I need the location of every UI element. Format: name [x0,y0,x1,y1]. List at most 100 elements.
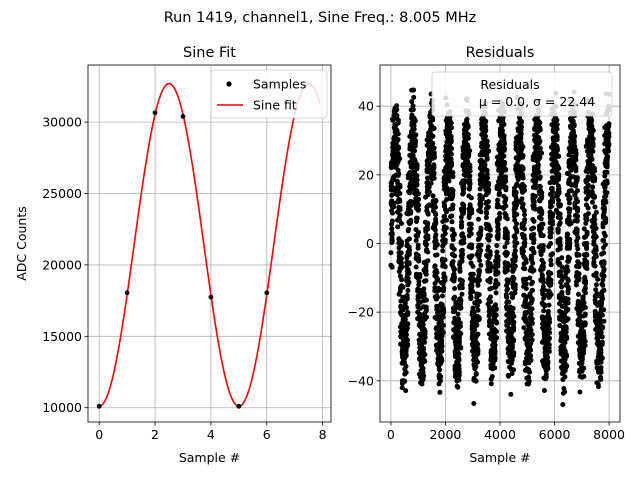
residual-point [500,128,505,133]
residual-point [540,221,546,227]
residual-point [500,115,506,121]
residual-point [414,162,420,168]
residual-point [520,175,526,181]
residual-point [398,298,404,304]
residual-point [593,225,599,231]
residual-point [511,350,517,356]
residual-point [585,205,591,211]
residual-point [403,388,409,394]
residual-point [581,374,587,379]
residual-point [510,306,516,311]
residual-point [469,253,475,259]
residuals-ticks: 0 2000 4000 6000 8000 −40 −20 0 20 40 [348,99,625,442]
residual-point [417,272,423,277]
residual-point [526,378,532,384]
residual-point [478,202,484,207]
residual-point [497,214,503,220]
x-tick-label: 8 [319,427,327,442]
residual-point [452,286,458,291]
residual-point [465,135,471,141]
residual-point [459,285,465,291]
residual-point [549,188,555,194]
residual-point [424,242,430,248]
residual-point [504,250,510,256]
residual-point [428,180,434,186]
residual-point [459,291,465,297]
residual-point [452,274,457,280]
residual-point [410,103,416,109]
residual-point [470,271,476,277]
x-tick-label: 8000 [593,427,625,442]
residual-point [522,240,528,246]
residual-point [468,221,474,227]
residual-point [475,341,481,347]
residual-point [406,270,412,276]
residual-point [494,243,500,249]
residual-point [540,243,546,249]
residual-point [431,165,437,171]
residual-point [486,187,492,193]
residual-point [403,370,409,375]
residual-point [475,331,481,337]
residual-point [458,298,464,304]
residual-point [508,391,514,397]
residual-point [467,181,473,186]
residual-point [583,290,588,296]
residual-point [531,267,537,273]
residual-point [470,263,476,269]
residual-point [606,121,612,127]
residual-point [601,250,607,256]
residual-point [390,210,395,216]
residual-point [435,294,440,300]
residual-point [581,347,587,353]
residual-point [592,221,598,227]
residual-point [528,327,534,333]
residual-point [414,215,420,221]
residual-point [425,226,431,232]
residual-point [505,286,511,292]
residual-point [414,233,420,239]
residual-point [565,286,571,292]
residual-point [576,291,581,297]
residual-point [575,206,581,211]
residual-point [536,169,542,175]
residual-point [416,278,422,284]
residual-point [592,168,598,174]
residual-point [479,194,485,200]
legend-sine-fit-label: Sine fit [253,98,297,113]
residual-point [395,131,401,137]
residual-point [450,170,456,175]
residual-point [496,186,502,192]
residual-point [421,373,427,379]
residual-point [600,224,606,230]
residual-point [425,258,431,264]
residual-point [487,233,493,239]
residual-point [501,153,507,159]
residual-point [548,234,554,240]
residual-point [605,154,611,160]
residual-point [450,188,456,193]
residual-point [461,185,467,191]
residual-point [433,198,439,204]
residual-point [557,260,562,266]
residual-point [461,202,467,208]
residual-point [442,264,448,270]
residual-point [576,271,582,277]
residual-point [537,154,543,160]
residual-point [568,220,574,226]
residual-point [530,287,535,293]
residual-point [470,305,476,311]
residual-point [465,132,471,137]
residual-point [452,266,457,272]
residual-point [584,241,590,247]
residual-point [546,342,552,348]
residual-point [450,259,456,264]
residual-point [442,277,448,283]
residual-point [592,217,598,223]
residual-point [442,213,448,219]
residual-point [565,296,571,302]
residual-point [595,384,601,390]
residual-point [451,232,457,238]
residual-point [564,336,570,341]
residual-point [584,259,590,265]
